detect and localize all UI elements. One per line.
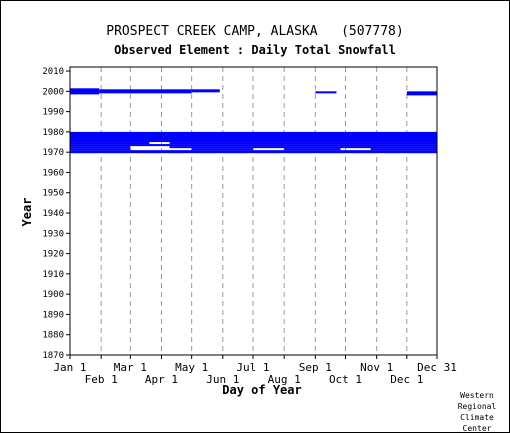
y-tick-label: 1990 — [42, 108, 64, 118]
x-tick-label: Dec 31 — [417, 361, 457, 374]
credit-text: Western Regional Climate Center — [457, 391, 497, 433]
data-segment — [70, 131, 437, 143]
y-tick-label: 1960 — [42, 168, 64, 178]
y-tick-label: 1950 — [42, 189, 64, 199]
y-tick-label: 1980 — [42, 128, 64, 138]
data-segment — [70, 146, 131, 149]
x-tick-label: Sep 1 — [299, 361, 332, 374]
y-tick-label: 1870 — [42, 351, 64, 361]
data-segment — [406, 91, 437, 96]
y-tick-label: 1920 — [42, 250, 64, 260]
grid-lines — [100, 67, 408, 355]
data-segment — [169, 142, 437, 145]
y-tick-label: 2000 — [42, 87, 64, 97]
chart-title: PROSPECT CREEK CAMP, ALASKA (507778) — [106, 24, 404, 39]
data-segment — [70, 142, 150, 145]
x-tick-label: Oct 1 — [329, 373, 362, 386]
y-tick-label: 1910 — [42, 270, 64, 280]
x-tick-label: Nov 1 — [360, 361, 393, 374]
data-segment — [191, 89, 220, 93]
data-segment — [169, 146, 437, 149]
y-tick-label: 1880 — [42, 331, 64, 341]
x-tick-label: Jul 1 — [236, 361, 269, 374]
y-tick-label: 2010 — [42, 67, 64, 77]
y-axis: 2010 2000 1990 1980 1970 1960 1950 1940 1930 1920… — [42, 67, 70, 361]
data-segment — [284, 148, 341, 151]
x-axis: Jan 1 Mar 1 May 1 Jul 1 Sep 1 Nov 1 Dec 31 Feb … — [53, 66, 457, 386]
y-tick-label: 1940 — [42, 209, 64, 219]
x-tick-label: Jan 1 — [53, 361, 86, 374]
data-segment — [370, 148, 437, 151]
x-tick-label: Feb 1 — [85, 373, 118, 386]
x-axis-label: Day of Year — [222, 383, 301, 397]
y-tick-label: 1900 — [42, 290, 64, 300]
data-segment — [191, 148, 253, 151]
x-tick-label: Jun 1 — [206, 373, 239, 386]
data-segment — [70, 148, 131, 151]
data-segment — [99, 89, 192, 94]
y-tick-label: 1890 — [42, 310, 64, 320]
y-axis-label: Year — [20, 198, 34, 227]
x-tick-label: Apr 1 — [145, 373, 178, 386]
x-tick-label: Aug 1 — [268, 373, 301, 386]
x-tick-label: May 1 — [175, 361, 208, 374]
data-segment — [70, 144, 437, 147]
data-segment — [70, 150, 437, 154]
y-tick-label: 1930 — [42, 229, 64, 239]
y-tick-label: 1970 — [42, 148, 64, 158]
x-tick-label: Dec 1 — [390, 373, 423, 386]
chart-subtitle: Observed Element : Daily Total Snowfall — [114, 43, 396, 57]
x-tick-label: Mar 1 — [114, 361, 147, 374]
plot-border — [69, 66, 438, 356]
observed-data-segments — [70, 88, 437, 154]
data-segment — [315, 91, 337, 94]
data-segment — [70, 88, 100, 95]
